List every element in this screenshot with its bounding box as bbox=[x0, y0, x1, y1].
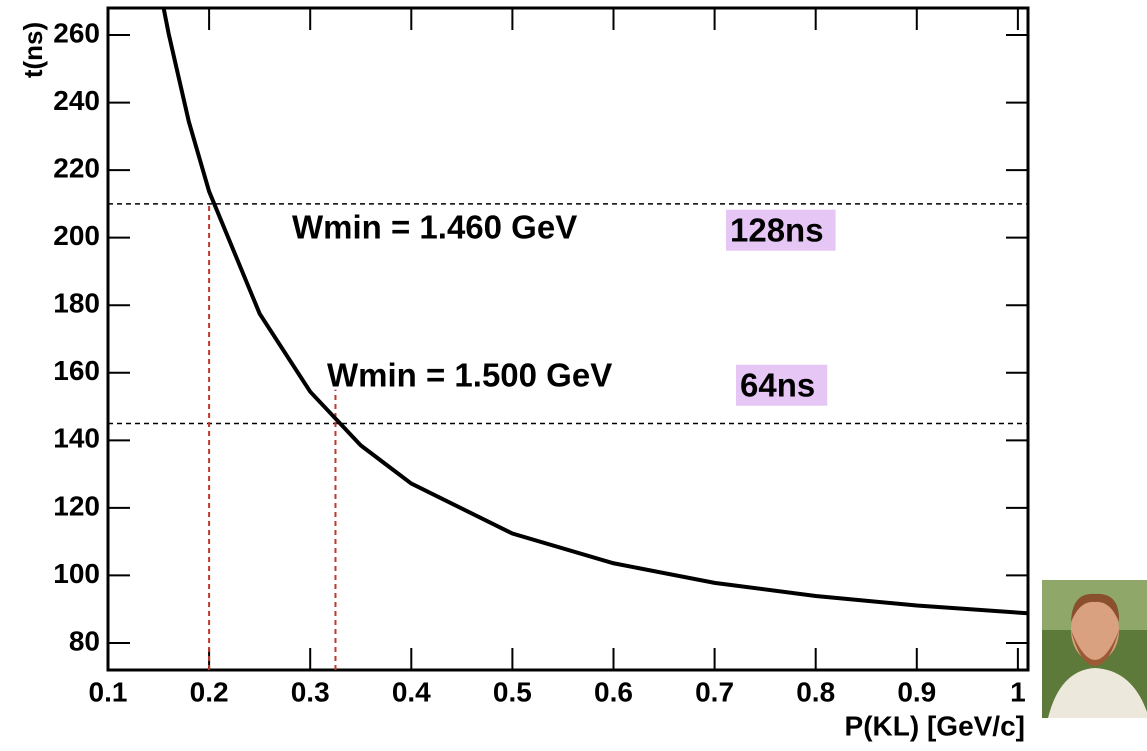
x-tick-label: 0.9 bbox=[897, 676, 936, 707]
photo-hair bbox=[1071, 593, 1120, 622]
photo bbox=[1042, 580, 1147, 718]
x-tick-label: 0.3 bbox=[291, 676, 330, 707]
photo-shirt bbox=[1048, 668, 1147, 718]
y-tick-label: 120 bbox=[53, 490, 100, 521]
y-tick-label: 100 bbox=[53, 558, 100, 589]
x-tick-label: 0.8 bbox=[796, 676, 835, 707]
photo-face bbox=[1071, 598, 1119, 662]
y-tick-label: 180 bbox=[53, 288, 100, 319]
y-tick-label: 140 bbox=[53, 423, 100, 454]
x-tick-label: 0.6 bbox=[594, 676, 633, 707]
annotation: 64ns bbox=[740, 367, 815, 404]
y-tick-label: 240 bbox=[53, 85, 100, 116]
x-tick-label: 1 bbox=[1010, 676, 1026, 707]
curve bbox=[161, 7, 1029, 616]
photo-beard bbox=[1071, 630, 1119, 666]
annotation: Wmin = 1.500 GeV bbox=[327, 357, 612, 394]
y-tick-label: 80 bbox=[69, 625, 100, 656]
x-axis-label: P(KL) [GeV/c] bbox=[845, 710, 1025, 741]
x-tick-label: 0.4 bbox=[392, 676, 431, 707]
y-axis-label: t(ns) bbox=[18, 22, 48, 78]
y-tick-label: 220 bbox=[53, 153, 100, 184]
annotation-highlight bbox=[726, 209, 836, 251]
annotation: Wmin = 1.460 GeV bbox=[292, 209, 577, 246]
x-tick-label: 0.7 bbox=[695, 676, 734, 707]
x-tick-label: 0.2 bbox=[190, 676, 229, 707]
annotation: 128ns bbox=[730, 212, 824, 249]
plot-frame bbox=[106, 6, 1030, 672]
y-tick-label: 200 bbox=[53, 220, 100, 251]
x-tick-label: 0.5 bbox=[493, 676, 532, 707]
y-tick-label: 160 bbox=[53, 355, 100, 386]
y-tick-label: 260 bbox=[53, 17, 100, 48]
annotation-highlight bbox=[736, 364, 828, 406]
x-tick-label: 0.1 bbox=[89, 676, 128, 707]
